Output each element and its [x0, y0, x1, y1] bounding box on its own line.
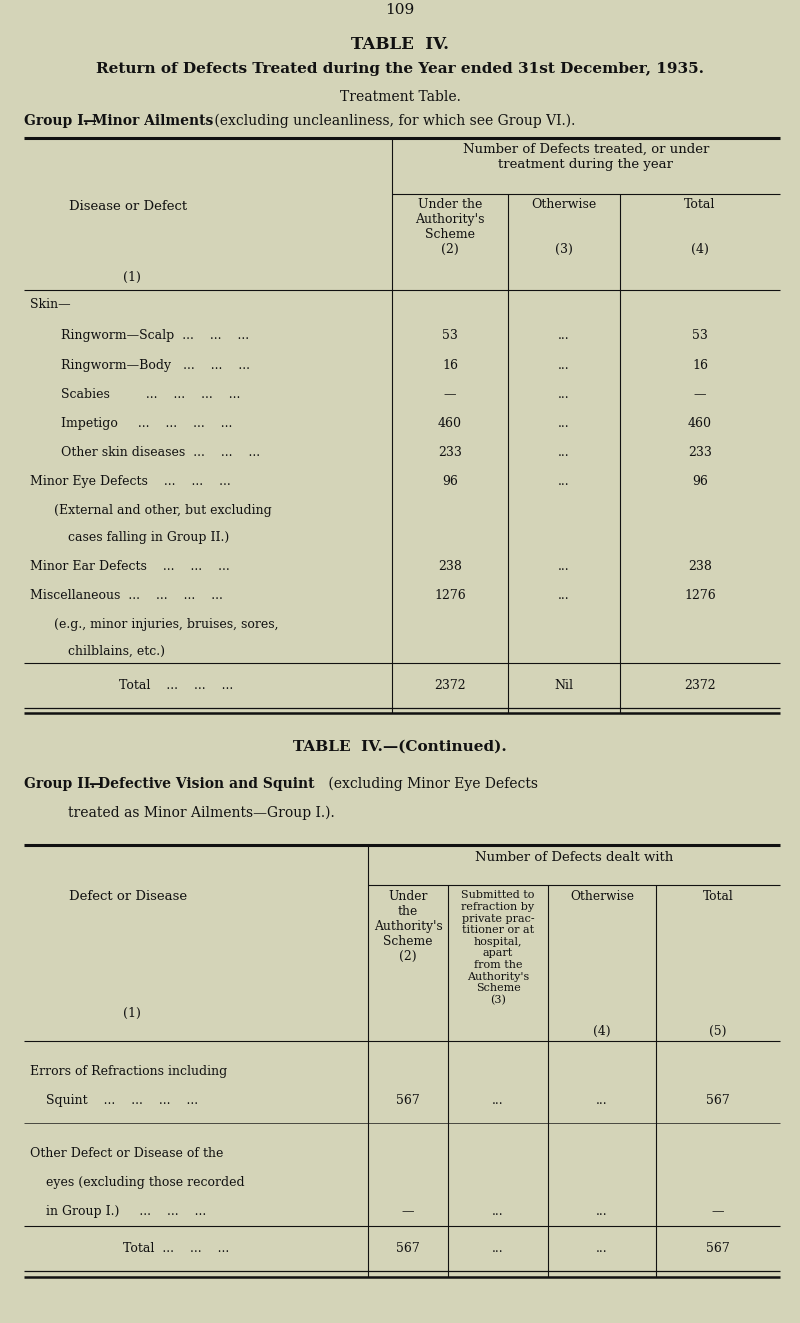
Text: 567: 567 [396, 1094, 420, 1107]
Text: ...: ... [492, 1094, 504, 1107]
Text: ...: ... [492, 1205, 504, 1218]
Text: (excluding uncleanliness, for which see Group VI.).: (excluding uncleanliness, for which see … [210, 114, 576, 128]
Text: Minor Ailments: Minor Ailments [92, 114, 214, 128]
Text: (e.g., minor injuries, bruises, sores,: (e.g., minor injuries, bruises, sores, [54, 618, 279, 631]
Text: ...: ... [492, 1242, 504, 1256]
Text: Group II.: Group II. [24, 777, 95, 791]
Text: 2372: 2372 [684, 679, 716, 692]
Text: ...: ... [558, 417, 570, 430]
Text: 96: 96 [442, 475, 458, 488]
Text: —: — [712, 1205, 724, 1218]
Text: Skin—: Skin— [30, 298, 71, 311]
Text: 1276: 1276 [684, 589, 716, 602]
Text: Treatment Table.: Treatment Table. [339, 90, 461, 105]
Text: Otherwise


(3): Otherwise (3) [531, 198, 597, 257]
Text: 16: 16 [442, 359, 458, 372]
Text: TABLE  IV.—(Continued).: TABLE IV.—(Continued). [293, 740, 507, 754]
Text: —: — [444, 388, 456, 401]
Text: (1): (1) [123, 1007, 141, 1020]
Text: ...: ... [558, 475, 570, 488]
Text: ...: ... [558, 388, 570, 401]
Text: ...: ... [558, 359, 570, 372]
Text: Scabies         ...    ...    ...    ...: Scabies ... ... ... ... [61, 388, 240, 401]
Text: (1): (1) [123, 271, 141, 284]
Text: ...: ... [558, 329, 570, 343]
Text: ...: ... [558, 589, 570, 602]
Text: Miscellaneous  ...    ...    ...    ...: Miscellaneous ... ... ... ... [30, 589, 223, 602]
Text: Defective Vision and Squint: Defective Vision and Squint [98, 777, 314, 791]
Text: —: — [694, 388, 706, 401]
Text: 460: 460 [438, 417, 462, 430]
Text: 233: 233 [688, 446, 712, 459]
Text: 96: 96 [692, 475, 708, 488]
Text: 238: 238 [688, 560, 712, 573]
Text: in Group I.)     ...    ...    ...: in Group I.) ... ... ... [46, 1205, 206, 1218]
Text: Ringworm—Body   ...    ...    ...: Ringworm—Body ... ... ... [61, 359, 250, 372]
Text: Disease or Defect: Disease or Defect [69, 200, 187, 213]
Text: 16: 16 [692, 359, 708, 372]
Text: Other skin diseases  ...    ...    ...: Other skin diseases ... ... ... [61, 446, 260, 459]
Text: —: — [88, 777, 102, 791]
Text: Errors of Refractions including: Errors of Refractions including [30, 1065, 228, 1078]
Text: 53: 53 [692, 329, 708, 343]
Text: 2372: 2372 [434, 679, 466, 692]
Text: Group I.: Group I. [24, 114, 89, 128]
Text: Nil: Nil [554, 679, 574, 692]
Text: —: — [402, 1205, 414, 1218]
Text: 109: 109 [386, 3, 414, 17]
Text: Otherwise








(4): Otherwise (4) [570, 890, 634, 1039]
Text: ...: ... [596, 1094, 608, 1107]
Text: Defect or Disease: Defect or Disease [69, 890, 187, 904]
Text: 567: 567 [396, 1242, 420, 1256]
Text: Total    ...    ...    ...: Total ... ... ... [119, 679, 233, 692]
Text: (External and other, but excluding: (External and other, but excluding [54, 504, 272, 517]
Text: Under
the
Authority's
Scheme
(2): Under the Authority's Scheme (2) [374, 890, 442, 963]
Text: ...: ... [596, 1242, 608, 1256]
Text: treated as Minor Ailments—Group I.).: treated as Minor Ailments—Group I.). [68, 806, 334, 820]
Text: —: — [82, 114, 96, 128]
Text: 460: 460 [688, 417, 712, 430]
Text: Total  ...    ...    ...: Total ... ... ... [123, 1242, 229, 1256]
Text: cases falling in Group II.): cases falling in Group II.) [68, 531, 230, 544]
Text: 238: 238 [438, 560, 462, 573]
Text: TABLE  IV.: TABLE IV. [351, 36, 449, 53]
Text: ...: ... [558, 560, 570, 573]
Text: Under the
Authority's
Scheme
(2): Under the Authority's Scheme (2) [415, 198, 485, 257]
Text: Squint    ...    ...    ...    ...: Squint ... ... ... ... [46, 1094, 198, 1107]
Text: Return of Defects Treated during the Year ended 31st December, 1935.: Return of Defects Treated during the Yea… [96, 62, 704, 77]
Text: 567: 567 [706, 1094, 730, 1107]
Text: Minor Ear Defects    ...    ...    ...: Minor Ear Defects ... ... ... [30, 560, 230, 573]
Text: Minor Eye Defects    ...    ...    ...: Minor Eye Defects ... ... ... [30, 475, 231, 488]
Text: 53: 53 [442, 329, 458, 343]
Text: ...: ... [558, 446, 570, 459]
Text: Number of Defects dealt with: Number of Defects dealt with [475, 851, 673, 864]
Text: ...: ... [596, 1205, 608, 1218]
Text: (excluding Minor Eye Defects: (excluding Minor Eye Defects [324, 777, 538, 791]
Text: Other Defect or Disease of the: Other Defect or Disease of the [30, 1147, 224, 1160]
Text: Impetigo     ...    ...    ...    ...: Impetigo ... ... ... ... [61, 417, 232, 430]
Text: Total








(5): Total (5) [702, 890, 734, 1039]
Text: Number of Defects treated, or under
treatment during the year: Number of Defects treated, or under trea… [463, 143, 709, 171]
Text: chilblains, etc.): chilblains, etc.) [68, 644, 165, 658]
Text: 567: 567 [706, 1242, 730, 1256]
Text: Ringworm—Scalp  ...    ...    ...: Ringworm—Scalp ... ... ... [61, 329, 249, 343]
Text: Total


(4): Total (4) [684, 198, 716, 257]
Text: eyes (excluding those recorded: eyes (excluding those recorded [46, 1176, 245, 1189]
Text: Submitted to
refraction by
private prac-
titioner or at
hospital,
apart
from the: Submitted to refraction by private prac-… [462, 890, 534, 1005]
Text: 233: 233 [438, 446, 462, 459]
Text: 1276: 1276 [434, 589, 466, 602]
